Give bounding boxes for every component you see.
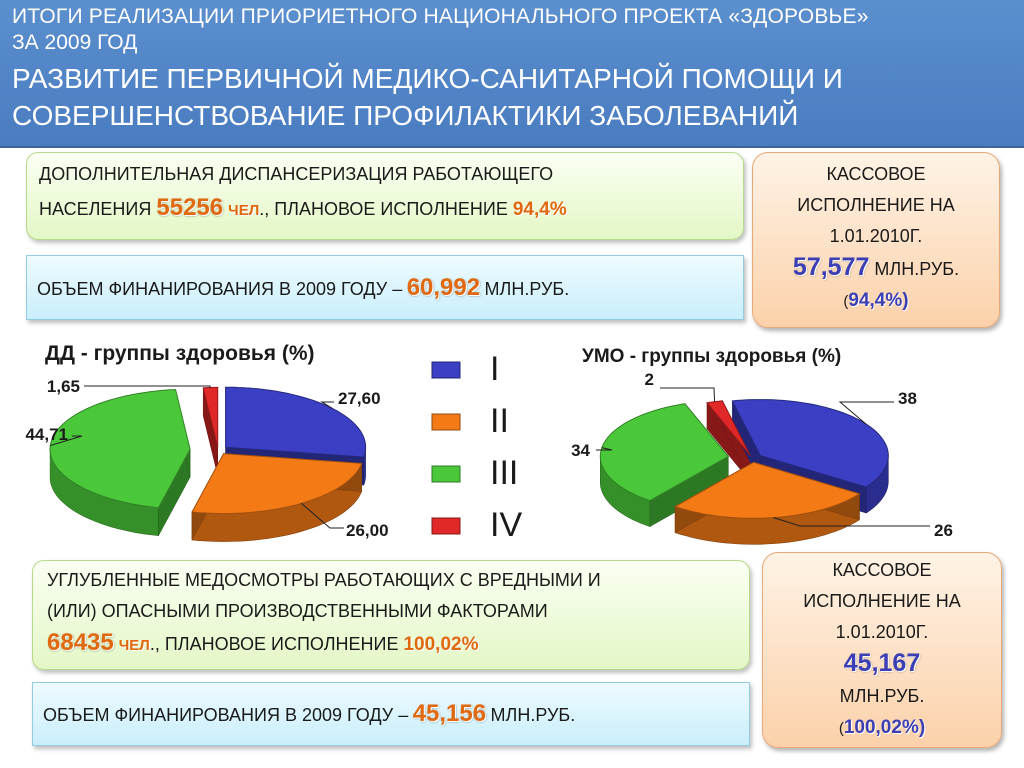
header-banner: ИТОГИ РЕАЛИЗАЦИИ ПРИОРИЕТНОГО НАЦИОНАЛЬН… (0, 0, 1024, 148)
pie-slice-II (673, 461, 861, 519)
umo-cash-line3: 1.01.2010Г. (835, 622, 929, 642)
dd-cash-amount-line: 57,577 МЛН.РУБ. (759, 252, 993, 285)
pie-leader-line (773, 517, 930, 527)
umo-info-box: УГЛУБЛЕННЫЕ МЕДОСМОТРЫ РАБОТАЮЩИХ С ВРЕД… (32, 560, 750, 670)
dd-info-box: ДОПОЛНИТЕЛЬНАЯ ДИСПАНСЕРИЗАЦИЯ РАБОТАЮЩЕ… (26, 152, 744, 240)
pie-slice-I (731, 399, 889, 488)
legend-label-II: II (490, 402, 509, 440)
umo-funding-unit: МЛН.РУБ. (490, 705, 576, 725)
dd-info-middle: ., ПЛАНОВОЕ ИСПОЛНЕНИЕ (259, 199, 508, 219)
pie-data-label: 44,71 (25, 425, 68, 444)
umo-info-middle: ., ПЛАНОВОЕ ИСПОЛНЕНИЕ (149, 634, 399, 654)
umo-cash-unit: МЛН.РУБ. (839, 686, 925, 706)
legend-swatch-IV (431, 517, 461, 535)
dd-chart-title: ДД - группы здоровья (%) (45, 342, 315, 365)
umo-cash-percent-line: (100,02%) (769, 712, 995, 744)
pie-leader-line (596, 447, 613, 451)
dd-cash-open: ( (843, 293, 849, 310)
pie-leader-line (838, 401, 894, 425)
umo-cash-percent: 100,02%) (843, 717, 926, 738)
pie-data-label: 27,60 (338, 389, 381, 408)
dd-cash-box: КАССОВОЕ ИСПОЛНЕНИЕ НА 1.01.2010Г. 57,57… (752, 152, 1000, 328)
umo-funding-amount: 45,156 (412, 700, 487, 727)
legend-swatch-II (431, 413, 461, 431)
dd-pie: 27,60 26,00 44,71 1,65 (25, 377, 389, 542)
pie-leader-line (50, 435, 83, 446)
header-title-line2: ЗА 2009 ГОД (12, 31, 138, 54)
umo-info-line1: УГЛУБЛЕННЫЕ МЕДОСМОТРЫ РАБОТАЮЩИХ С ВРЕД… (47, 570, 601, 590)
umo-cash-box: КАССОВОЕ ИСПОЛНЕНИЕ НА 1.01.2010Г. 45,16… (762, 552, 1002, 748)
dd-count: 55256 (156, 194, 224, 221)
dd-cash-percent-line: (94,4%) (759, 285, 993, 317)
umo-info-line2: (ИЛИ) ОПАСНЫМИ ПРОИЗВОДСТВЕННЫМИ ФАКТОРА… (47, 601, 548, 621)
dd-funding-prefix: ОБЪЕМ ФИНАНИРОВАНИЯ В 2009 ГОДУ – (37, 279, 403, 299)
dd-cash-percent: 94,4%) (848, 290, 909, 311)
umo-info-line3: 68435 чел., ПЛАНОВОЕ ИСПОЛНЕНИЕ 100,02% (47, 627, 735, 661)
umo-cash-amount-line: 45,167 (769, 648, 995, 681)
pie-data-label: 1,65 (47, 377, 80, 396)
pie-data-label: 38 (898, 389, 917, 408)
charts-area: ДД - группы здоровья (%) УМО - группы зд… (25, 342, 953, 545)
umo-count-unit: чел (118, 637, 150, 654)
pie-leader-line (320, 401, 334, 409)
umo-funding-prefix: ОБЪЕМ ФИНАНИРОВАНИЯ В 2009 ГОДУ – (43, 705, 409, 725)
pie-data-label: 26,00 (346, 521, 389, 540)
dd-cash-line1: КАССОВОЕ (826, 164, 926, 184)
dd-funding-unit: МЛН.РУБ. (484, 279, 570, 299)
legend-label-I: I (490, 350, 499, 388)
legend-label-IV: IV (490, 506, 522, 544)
umo-funding-box: ОБЪЕМ ФИНАНИРОВАНИЯ В 2009 ГОДУ – 45,156… (32, 682, 750, 746)
dd-percent: 94,4% (512, 199, 567, 220)
pie-leader-line (660, 387, 716, 402)
dd-funding-amount: 60,992 (406, 274, 481, 301)
pie-data-label: 34 (571, 441, 590, 460)
umo-percent: 100,02% (403, 634, 479, 655)
dd-funding-box: ОБЪЕМ ФИНАНИРОВАНИЯ В 2009 ГОДУ – 60,992… (26, 255, 744, 320)
umo-cash-amount: 45,167 (843, 649, 921, 677)
dd-cash-line2: ИСПОЛНЕНИЕ НА (797, 195, 955, 215)
dd-info-line1: ДОПОЛНИТЕЛЬНАЯ ДИСПАНСЕРИЗАЦИЯ РАБОТАЮЩЕ… (39, 164, 554, 184)
header-subtitle-line1: РАЗВИТИЕ ПЕРВИЧНОЙ МЕДИКО-САНИТАРНОЙ ПОМ… (12, 63, 843, 94)
pie-data-label: 26 (934, 521, 953, 540)
header-title-line1: ИТОГИ РЕАЛИЗАЦИИ ПРИОРИЕТНОГО НАЦИОНАЛЬН… (12, 5, 869, 28)
dd-info-line2: НАСЕЛЕНИЯ 55256 чел., ПЛАНОВОЕ ИСПОЛНЕНИ… (39, 191, 731, 228)
pie-data-label: 2 (645, 370, 654, 389)
header-subtitle-line2: СОВЕРШЕНСТВОВАНИЕ ПРОФИЛАКТИКИ ЗАБОЛЕВАН… (12, 100, 799, 131)
dd-cash-unit: МЛН.РУБ. (874, 259, 960, 279)
umo-cash-line2: ИСПОЛНЕНИЕ НА (803, 591, 961, 611)
dd-cash-amount: 57,577 (792, 253, 870, 281)
umo-cash-line1: КАССОВОЕ (832, 560, 932, 580)
legend-swatch-I (431, 361, 461, 379)
umo-cash-open: ( (838, 720, 844, 737)
pie-leader-line (301, 503, 344, 529)
umo-pie: 38 26 34 2 (571, 370, 953, 545)
legend-swatch-III (431, 465, 461, 483)
dd-info-prefix: НАСЕЛЕНИЯ (39, 199, 152, 219)
pie-slice-IV (705, 400, 751, 456)
umo-count: 68435 (47, 629, 114, 656)
umo-chart-title: УМО - группы здоровья (%) (582, 346, 841, 367)
pie-leader-line (84, 385, 211, 388)
dd-cash-line3: 1.01.2010Г. (829, 226, 923, 246)
legend-label-III: III (490, 454, 518, 492)
dd-count-unit: чел (228, 202, 260, 219)
